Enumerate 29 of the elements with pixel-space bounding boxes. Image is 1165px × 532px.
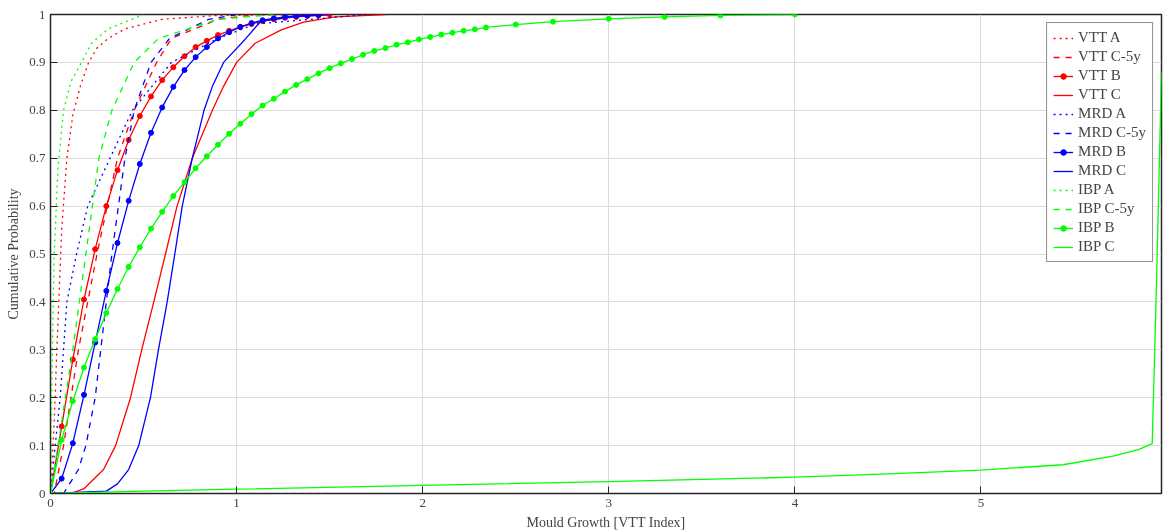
y-tick-label: 0.9 <box>29 54 46 70</box>
legend-label: IBP C-5y <box>1078 200 1135 217</box>
y-tick-label: 1 <box>39 6 46 22</box>
x-tick-label: 4 <box>791 494 799 510</box>
y-tick-label: 0.4 <box>29 293 46 309</box>
legend-label: VTT C-5y <box>1078 48 1141 65</box>
x-tick-label: 2 <box>419 494 426 510</box>
legend-label: VTT A <box>1078 29 1121 46</box>
x-tick-label: 1 <box>233 494 240 510</box>
y-tick-label: 0.5 <box>29 246 46 261</box>
legend-label: IBP A <box>1078 181 1115 198</box>
y-tick-label: 0.6 <box>29 198 46 214</box>
x-tick-label: 5 <box>977 494 985 510</box>
y-tick-label: 0.2 <box>29 389 46 405</box>
legend-label: MRD C-5y <box>1078 124 1146 141</box>
legend-label: MRD A <box>1078 105 1126 122</box>
legend-label: MRD B <box>1078 143 1126 160</box>
legend-label: IBP C <box>1078 238 1115 255</box>
y-tick-label: 0.3 <box>29 341 46 357</box>
legend-label: VTT C <box>1078 86 1121 103</box>
y-axis-title: Cumulative Probability <box>6 188 22 320</box>
y-tick-label: 0.8 <box>29 102 46 118</box>
y-tick-label: 0.7 <box>29 150 46 166</box>
x-axis-title: Mould Growth [VTT Index] <box>526 514 686 530</box>
x-tick-label: 3 <box>605 494 613 510</box>
legend-label: MRD C <box>1078 162 1126 179</box>
legend-label: VTT B <box>1078 67 1121 84</box>
legend-label: IBP B <box>1078 219 1115 236</box>
y-tick-label: 0.1 <box>29 437 46 453</box>
